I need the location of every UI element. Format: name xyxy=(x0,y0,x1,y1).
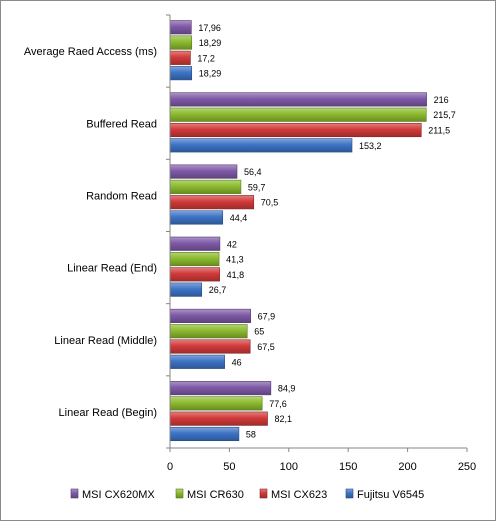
legend-swatch xyxy=(175,488,184,499)
bar xyxy=(169,20,192,35)
bar xyxy=(169,138,353,153)
bar xyxy=(169,267,220,282)
bar-value-label: 153,2 xyxy=(359,141,382,151)
bar xyxy=(169,252,220,267)
bar xyxy=(169,122,422,138)
bar xyxy=(169,107,427,122)
bar xyxy=(169,50,191,65)
bar-value-label: 42 xyxy=(227,239,237,249)
bar xyxy=(169,236,221,251)
bar-value-label: 65 xyxy=(254,327,264,337)
bar-value-label: 18,29 xyxy=(199,38,222,48)
bar-value-label: 17,96 xyxy=(198,23,221,33)
bar-value-label: 26,7 xyxy=(209,285,227,295)
bar-value-label: 215,7 xyxy=(433,110,456,120)
legend-swatch xyxy=(259,488,268,499)
bar-value-label: 56,4 xyxy=(244,167,262,177)
bar xyxy=(169,282,203,297)
bar-value-label: 216 xyxy=(434,95,449,105)
legend: MSI CX620MX MSI CR630 MSI CX623 Fujitsu V65… xyxy=(70,488,424,501)
legend-label: Fujitsu V6545 xyxy=(357,489,424,501)
bar-value-label: 41,8 xyxy=(227,270,245,280)
legend-swatch xyxy=(345,488,354,499)
category-label: Random Read xyxy=(86,190,157,202)
bar xyxy=(169,92,427,107)
bars xyxy=(169,20,427,442)
bar-value-label: 84,9 xyxy=(278,384,296,394)
bar xyxy=(169,308,251,323)
bar xyxy=(169,66,193,81)
bar-value-label: 44,4 xyxy=(230,213,248,223)
category-labels: Average Raed Access (ms) Buffered Read Ran… xyxy=(24,46,157,419)
bar xyxy=(169,396,263,411)
x-tick-label: 50 xyxy=(223,461,235,473)
bar xyxy=(169,179,242,194)
x-tick-label: 0 xyxy=(167,461,173,473)
bar-value-label: 70,5 xyxy=(261,198,279,208)
bar-value-label: 41,3 xyxy=(226,255,244,265)
x-tick-label: 100 xyxy=(280,461,298,473)
legend-label: MSI CX623 xyxy=(271,489,327,501)
bar-value-label: 59,7 xyxy=(248,182,266,192)
bar-value-label: 67,9 xyxy=(258,311,276,321)
x-tick-label: 200 xyxy=(398,461,416,473)
legend-swatch xyxy=(70,488,79,499)
bar-value-label: 58 xyxy=(246,429,256,439)
legend-label: MSI CR630 xyxy=(187,489,244,501)
x-tick-label: 250 xyxy=(458,461,476,473)
bar-value-label: 67,5 xyxy=(257,342,275,352)
bar-value-label: 17,2 xyxy=(197,53,215,63)
bar xyxy=(169,411,268,426)
legend-label: MSI CX620MX xyxy=(82,489,155,501)
axes xyxy=(166,14,468,452)
bar-value-label: 77,6 xyxy=(269,399,287,409)
bar-value-label: 82,1 xyxy=(275,414,293,424)
value-labels: 17,96 18,29 17,2 18,29 216 215,7 211,5 153,2 56,… xyxy=(197,23,455,440)
bar-value-label: 211,5 xyxy=(428,126,450,136)
category-label: Linear Read (Begin) xyxy=(59,407,157,419)
category-label: Linear Read (End) xyxy=(67,263,157,275)
bar xyxy=(169,164,238,179)
x-tick-label: 150 xyxy=(339,461,357,473)
bar xyxy=(169,195,255,210)
category-label: Linear Read (Middle) xyxy=(54,335,157,347)
bar xyxy=(169,426,240,442)
category-label: Buffered Read xyxy=(86,118,157,130)
bar xyxy=(169,339,251,354)
bar-value-label: 18,29 xyxy=(199,69,222,79)
bar xyxy=(169,381,272,396)
bar xyxy=(169,210,224,225)
bar xyxy=(169,324,248,339)
bar xyxy=(169,354,225,369)
x-tick-labels: 0 50 100 150 200 250 xyxy=(167,461,476,473)
category-label: Average Raed Access (ms) xyxy=(24,46,157,58)
bar xyxy=(169,35,193,50)
bar-value-label: 46 xyxy=(232,357,242,367)
